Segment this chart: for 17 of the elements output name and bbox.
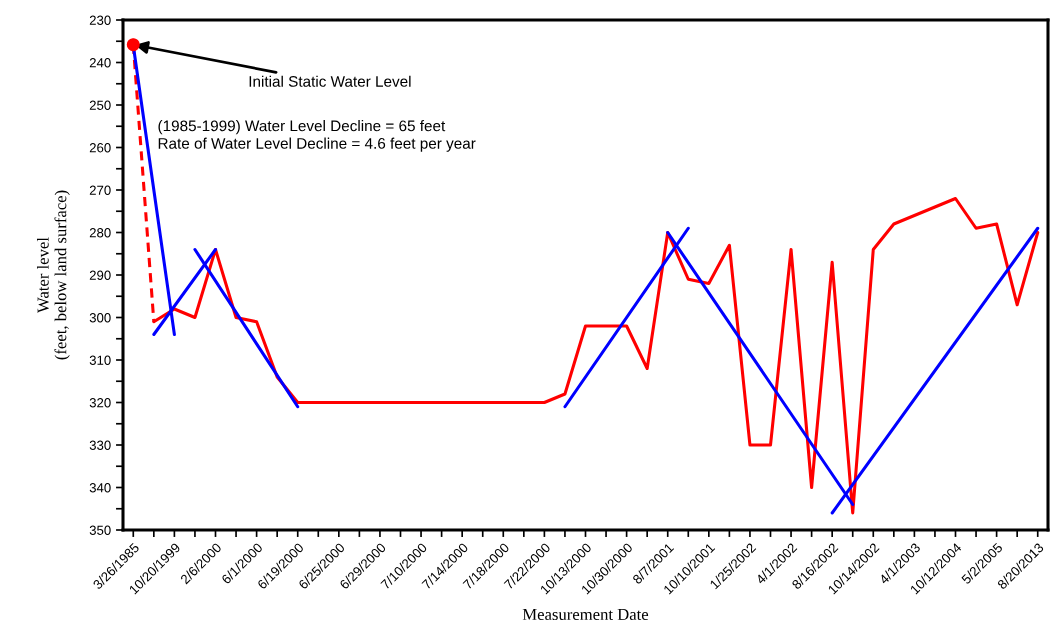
y-tick-label: 280 <box>89 228 111 238</box>
y-tick-label: 250 <box>89 100 111 110</box>
y-tick-label: 290 <box>89 270 111 280</box>
y-tick-label: 270 <box>89 185 111 195</box>
y-tick-label: 230 <box>89 15 111 25</box>
y-tick-label: 330 <box>89 440 111 450</box>
y-tick-label: 320 <box>89 398 111 408</box>
y-tick-label: 260 <box>89 143 111 153</box>
y-tick-label: 350 <box>89 525 111 535</box>
annotation: (1985-1999) Water Level Decline = 65 feet Rate of Water Level Decline = 4.6 feet per year <box>158 120 476 152</box>
y-tick-label: 300 <box>89 313 111 323</box>
y-tick-label: 310 <box>89 355 111 365</box>
y-tick-label: 240 <box>89 58 111 68</box>
x-axis-title: Measurement Date <box>522 608 649 621</box>
annotation: Initial Static Water Level <box>249 75 411 87</box>
y-axis-title: Water level (feet, below land surface) <box>36 190 70 360</box>
y-tick-label: 340 <box>89 483 111 493</box>
